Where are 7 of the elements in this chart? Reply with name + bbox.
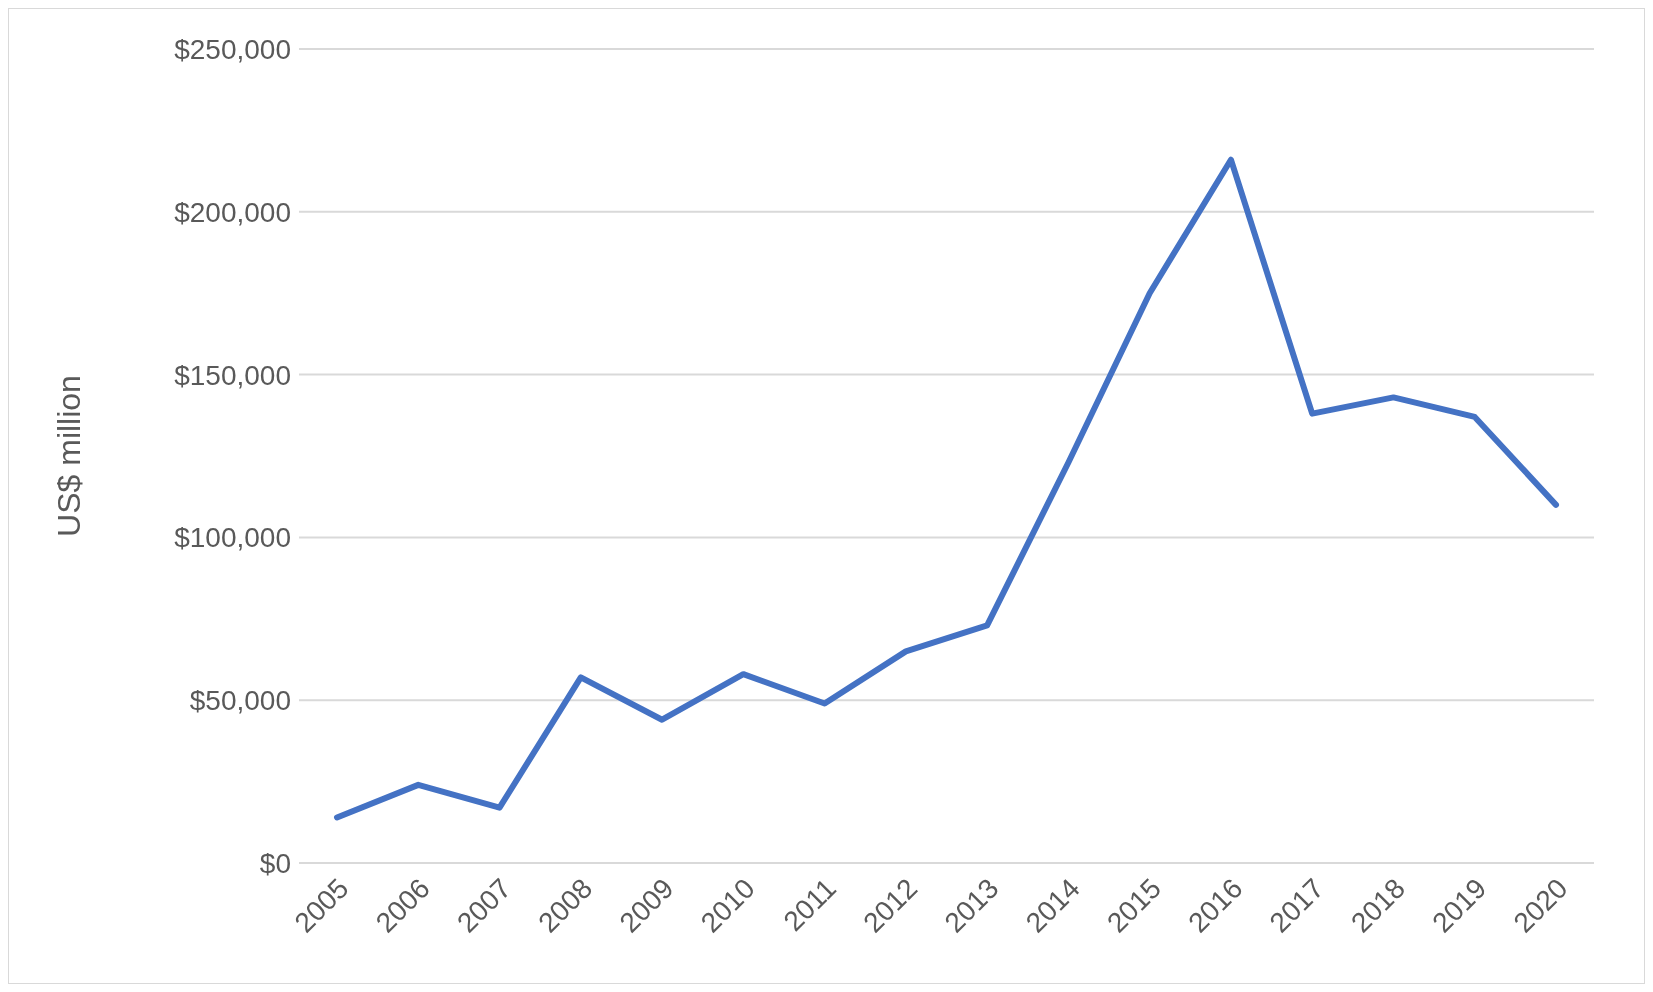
y-tick-label: $50,000 bbox=[189, 685, 291, 717]
y-tick-label: $250,000 bbox=[174, 33, 291, 65]
y-axis-title: US$ million bbox=[51, 375, 88, 537]
y-tick-label: $150,000 bbox=[174, 359, 291, 391]
y-tick-label: $200,000 bbox=[174, 196, 291, 228]
y-tick-label: $100,000 bbox=[174, 522, 291, 554]
y-tick-label: $0 bbox=[259, 847, 291, 879]
